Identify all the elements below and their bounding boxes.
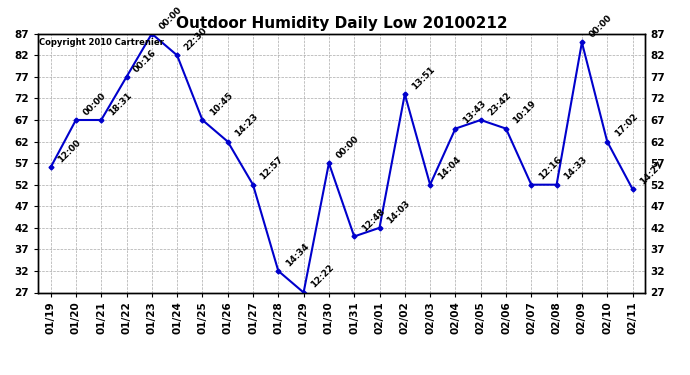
Text: 00:00: 00:00 <box>157 5 184 31</box>
Text: 00:16: 00:16 <box>132 48 159 74</box>
Text: 12:22: 12:22 <box>309 263 336 290</box>
Text: 10:19: 10:19 <box>511 99 538 126</box>
Text: 12:00: 12:00 <box>56 138 83 165</box>
Text: 13:43: 13:43 <box>461 99 488 126</box>
Text: 14:34: 14:34 <box>284 242 310 268</box>
Text: 13:51: 13:51 <box>411 65 437 92</box>
Text: 12:16: 12:16 <box>537 155 564 182</box>
Title: Outdoor Humidity Daily Low 20100212: Outdoor Humidity Daily Low 20100212 <box>176 16 507 31</box>
Text: 14:33: 14:33 <box>562 155 589 182</box>
Text: 14:23: 14:23 <box>233 112 260 139</box>
Text: 12:48: 12:48 <box>359 207 386 234</box>
Text: 17:02: 17:02 <box>613 112 640 139</box>
Text: 00:00: 00:00 <box>335 134 361 160</box>
Text: Copyright 2010 Cartrenier: Copyright 2010 Cartrenier <box>39 38 164 46</box>
Text: 00:00: 00:00 <box>587 13 613 40</box>
Text: 12:57: 12:57 <box>259 155 285 182</box>
Text: 23:42: 23:42 <box>486 90 513 117</box>
Text: 14:04: 14:04 <box>435 155 462 182</box>
Text: 00:00: 00:00 <box>81 91 108 117</box>
Text: 18:31: 18:31 <box>107 91 133 117</box>
Text: 10:45: 10:45 <box>208 91 235 117</box>
Text: 14:03: 14:03 <box>385 198 412 225</box>
Text: 14:27: 14:27 <box>638 159 665 186</box>
Text: 22:30: 22:30 <box>183 26 209 53</box>
